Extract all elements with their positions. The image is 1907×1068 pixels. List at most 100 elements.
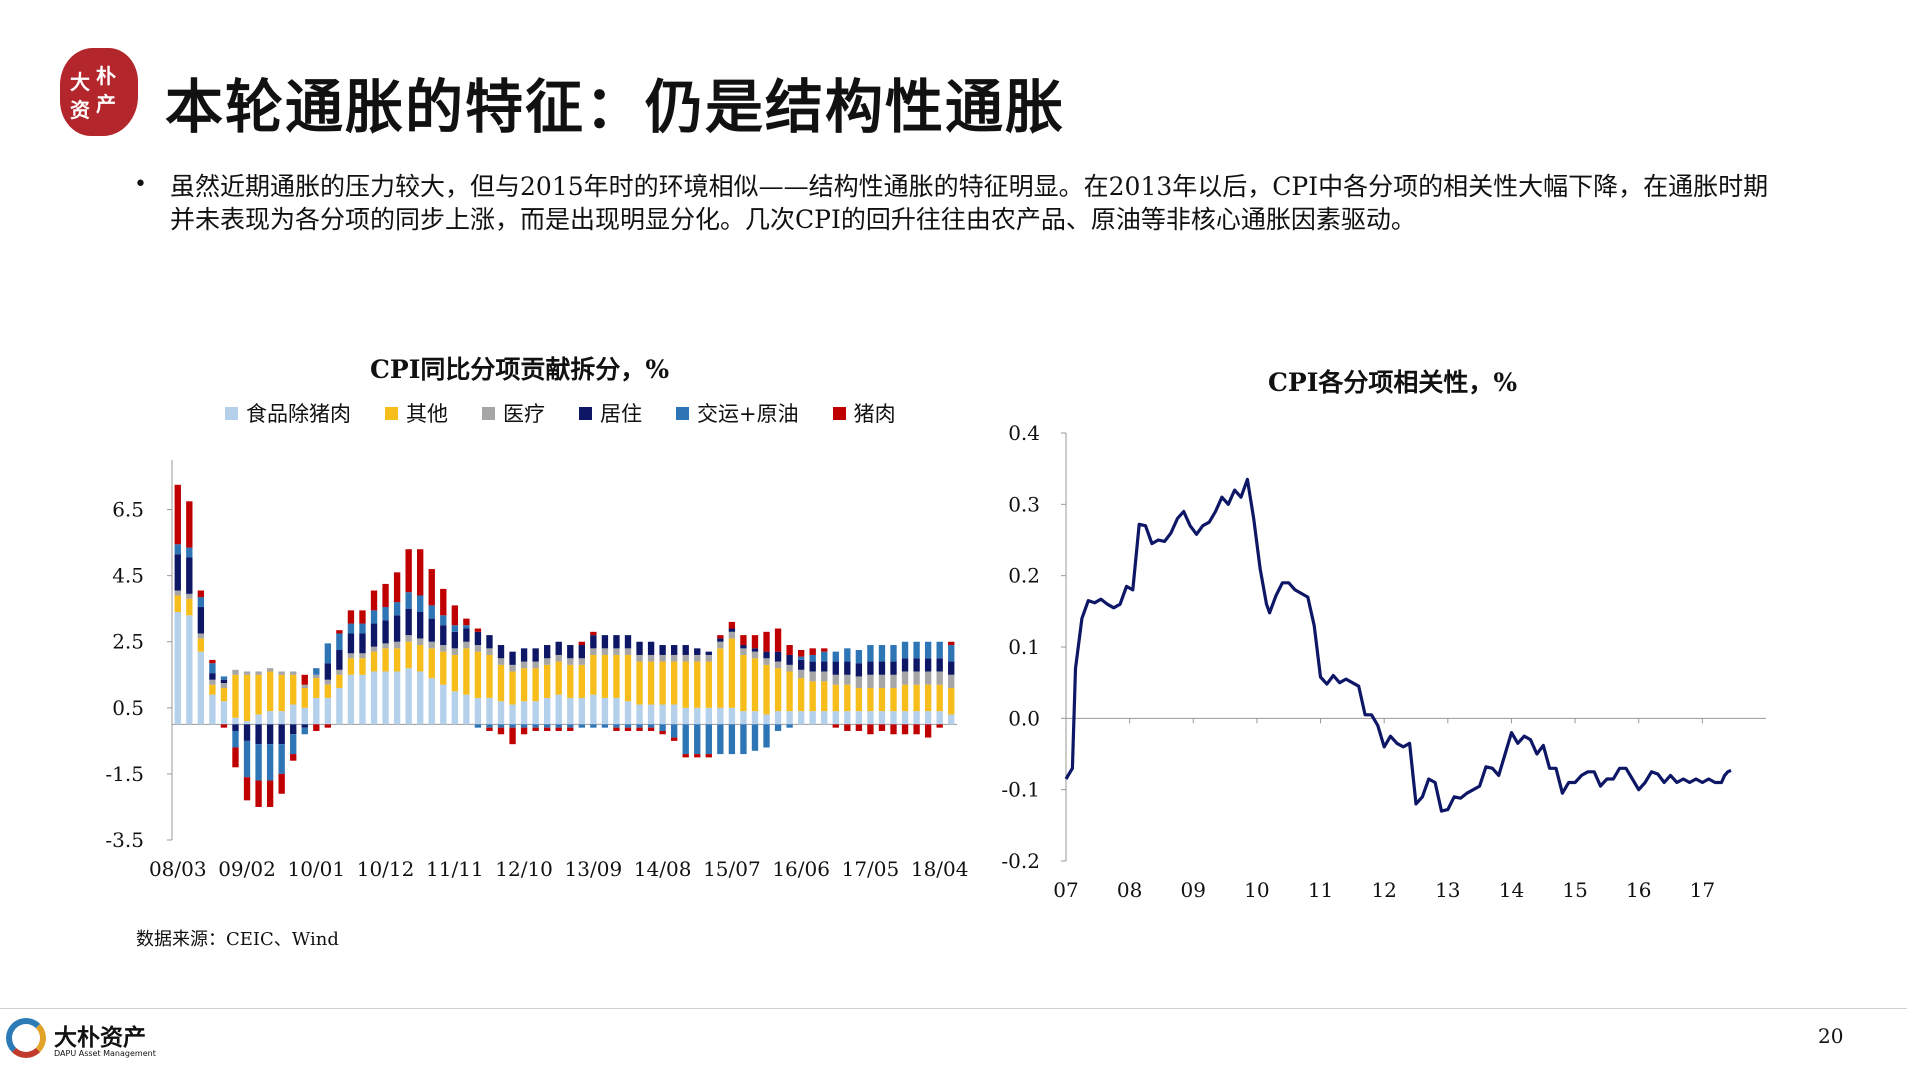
bar-segment xyxy=(347,633,355,654)
data-source-note: 数据来源：CEIC、Wind xyxy=(136,929,339,950)
bar-segment xyxy=(613,635,620,649)
bar-segment xyxy=(659,704,666,725)
chart1-x-tick-label: 13/09 xyxy=(565,857,623,881)
bar-segment xyxy=(867,645,874,662)
bar-segment xyxy=(774,711,782,725)
bar-segment xyxy=(855,663,863,677)
bar-segment xyxy=(451,605,459,626)
bar-segment xyxy=(451,625,459,632)
bar-segment xyxy=(290,704,297,725)
bar-segment xyxy=(324,679,332,685)
bar-segment xyxy=(728,707,736,725)
bar-segment xyxy=(670,724,678,738)
bar-segment xyxy=(670,704,678,725)
bar-segment xyxy=(197,638,205,652)
bar-segment xyxy=(936,671,943,685)
bar-segment xyxy=(359,674,366,725)
legend-swatch xyxy=(225,406,238,420)
bar-segment xyxy=(370,671,378,725)
chart2-x-tick-label: 16 xyxy=(1626,878,1651,902)
bar-segment xyxy=(694,648,701,655)
bar-segment xyxy=(532,727,539,731)
bar-segment xyxy=(486,648,493,655)
bar-segment xyxy=(901,671,909,685)
bar-segment xyxy=(590,654,597,695)
bar-segment xyxy=(417,549,424,596)
bar-segment xyxy=(497,701,505,725)
bar-segment xyxy=(474,697,482,725)
bar-segment xyxy=(532,661,539,669)
bar-segment xyxy=(844,674,851,685)
chart1-y-tick-label: 2.5 xyxy=(112,630,144,654)
bar-segment xyxy=(555,694,562,725)
bar-segment xyxy=(924,711,932,725)
bar-segment xyxy=(393,572,401,603)
bar-segment xyxy=(232,674,239,718)
bar-segment xyxy=(694,754,701,758)
bar-segment xyxy=(751,711,759,725)
bar-segment xyxy=(393,641,401,649)
bar-segment xyxy=(278,711,285,725)
legend-label: 食品除猪肉 xyxy=(246,402,351,426)
bar-segment xyxy=(948,661,955,675)
bar-segment xyxy=(347,653,355,659)
bar-segment xyxy=(613,697,620,725)
bar-segment xyxy=(509,664,516,672)
bar-segment xyxy=(440,615,447,626)
bar-segment xyxy=(751,658,759,712)
bar-segment xyxy=(763,714,770,725)
bar-segment xyxy=(174,484,181,545)
bar-segment xyxy=(878,661,886,675)
bar-segment xyxy=(301,727,308,735)
bar-segment xyxy=(924,641,932,659)
bar-segment xyxy=(486,635,493,649)
bar-segment xyxy=(336,674,343,688)
bar-segment xyxy=(763,651,770,659)
bar-segment xyxy=(844,711,851,725)
bar-segment xyxy=(532,701,539,725)
bar-segment xyxy=(417,638,424,646)
bar-segment xyxy=(924,724,932,738)
footer-brand-en: DAPU Asset Management xyxy=(54,1049,156,1058)
bar-segment xyxy=(520,648,528,662)
bar-segment xyxy=(370,590,378,611)
bar-segment xyxy=(832,724,839,728)
bar-segment xyxy=(255,724,262,745)
bar-segment xyxy=(763,724,770,748)
chart2-title: CPI各分项相关性，% xyxy=(1268,368,1518,397)
bar-segment xyxy=(855,676,863,688)
bar-segment xyxy=(174,590,181,596)
chart2-y-tick-label: -0.1 xyxy=(1001,778,1040,802)
bar-segment xyxy=(740,711,747,725)
bar-segment xyxy=(809,648,816,655)
bar-segment xyxy=(186,598,193,616)
company-seal-logo: 大 朴 资 产 xyxy=(60,48,138,136)
bar-segment xyxy=(763,658,770,665)
bar-segment xyxy=(370,623,378,647)
bar-segment xyxy=(382,671,389,725)
bar-segment xyxy=(532,724,539,728)
bar-segment xyxy=(509,704,516,725)
bar-segment xyxy=(844,661,851,675)
bar-segment xyxy=(797,650,805,657)
chart1-y-tick-label: 6.5 xyxy=(112,498,144,522)
chart1-y-tick-label: 0.5 xyxy=(112,696,144,720)
bar-segment xyxy=(855,711,863,725)
bar-segment xyxy=(324,684,332,698)
bar-segment xyxy=(382,583,389,608)
bar-segment xyxy=(474,631,482,646)
bar-segment xyxy=(393,671,401,725)
bar-segment xyxy=(774,724,782,731)
bar-segment xyxy=(417,612,424,639)
bar-segment xyxy=(359,658,366,675)
bar-segment xyxy=(532,668,539,702)
chart2-x-tick-label: 07 xyxy=(1053,878,1078,902)
bullet-marker: • xyxy=(134,172,147,197)
bar-segment xyxy=(578,697,585,725)
bar-segment xyxy=(266,711,274,725)
bar-segment xyxy=(220,683,228,688)
bar-segment xyxy=(774,661,782,669)
bar-segment xyxy=(417,645,424,672)
bar-segment xyxy=(659,730,666,735)
legend-label: 猪肉 xyxy=(853,402,896,426)
